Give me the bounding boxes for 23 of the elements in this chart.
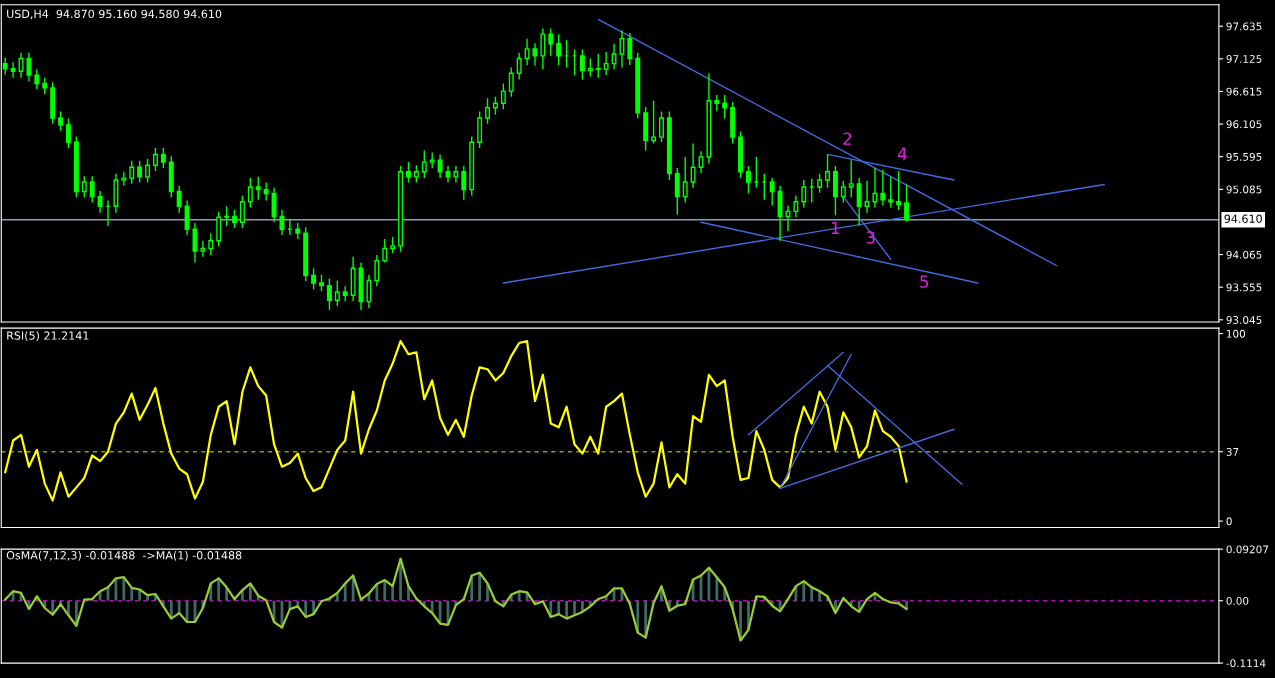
y-tick-label: 95.085 bbox=[1226, 185, 1262, 194]
y-tick-label: 0.00 bbox=[1226, 596, 1249, 605]
y-tick-label: 97.125 bbox=[1226, 55, 1262, 63]
ref-line-label: 94.610 bbox=[1224, 214, 1262, 223]
chart-title: OsMA(7,12,3) -0.01488 ->MA(1) -0.01488 bbox=[6, 550, 242, 561]
y-tick-label: 97.635 bbox=[1226, 22, 1262, 31]
annotation: 2 bbox=[843, 132, 852, 145]
y-tick-label: 95.595 bbox=[1226, 152, 1262, 161]
y-tick-label: 96.615 bbox=[1226, 87, 1262, 96]
y-tick-label: 93.045 bbox=[1226, 316, 1262, 324]
annotation: 5 bbox=[920, 275, 929, 288]
y-tick-label: 100 bbox=[1226, 329, 1246, 338]
y-tick-label: 0 bbox=[1226, 517, 1232, 526]
y-tick-label: 93.555 bbox=[1226, 283, 1262, 292]
y-tick-label: 96.105 bbox=[1226, 120, 1262, 129]
y-tick-label: 0.09207 bbox=[1226, 545, 1269, 554]
y-tick-label: -0.1114 bbox=[1226, 659, 1266, 668]
y-tick-label: 37 bbox=[1226, 447, 1239, 456]
chart-title: RSI(5) 21.2141 bbox=[7, 331, 89, 342]
y-tick-label: 94.065 bbox=[1226, 250, 1262, 259]
chart-title: USD,H4 94.870 95.160 94.580 94.610 bbox=[7, 9, 222, 20]
annotation: 4 bbox=[897, 147, 907, 160]
annotation: 3 bbox=[866, 231, 875, 244]
